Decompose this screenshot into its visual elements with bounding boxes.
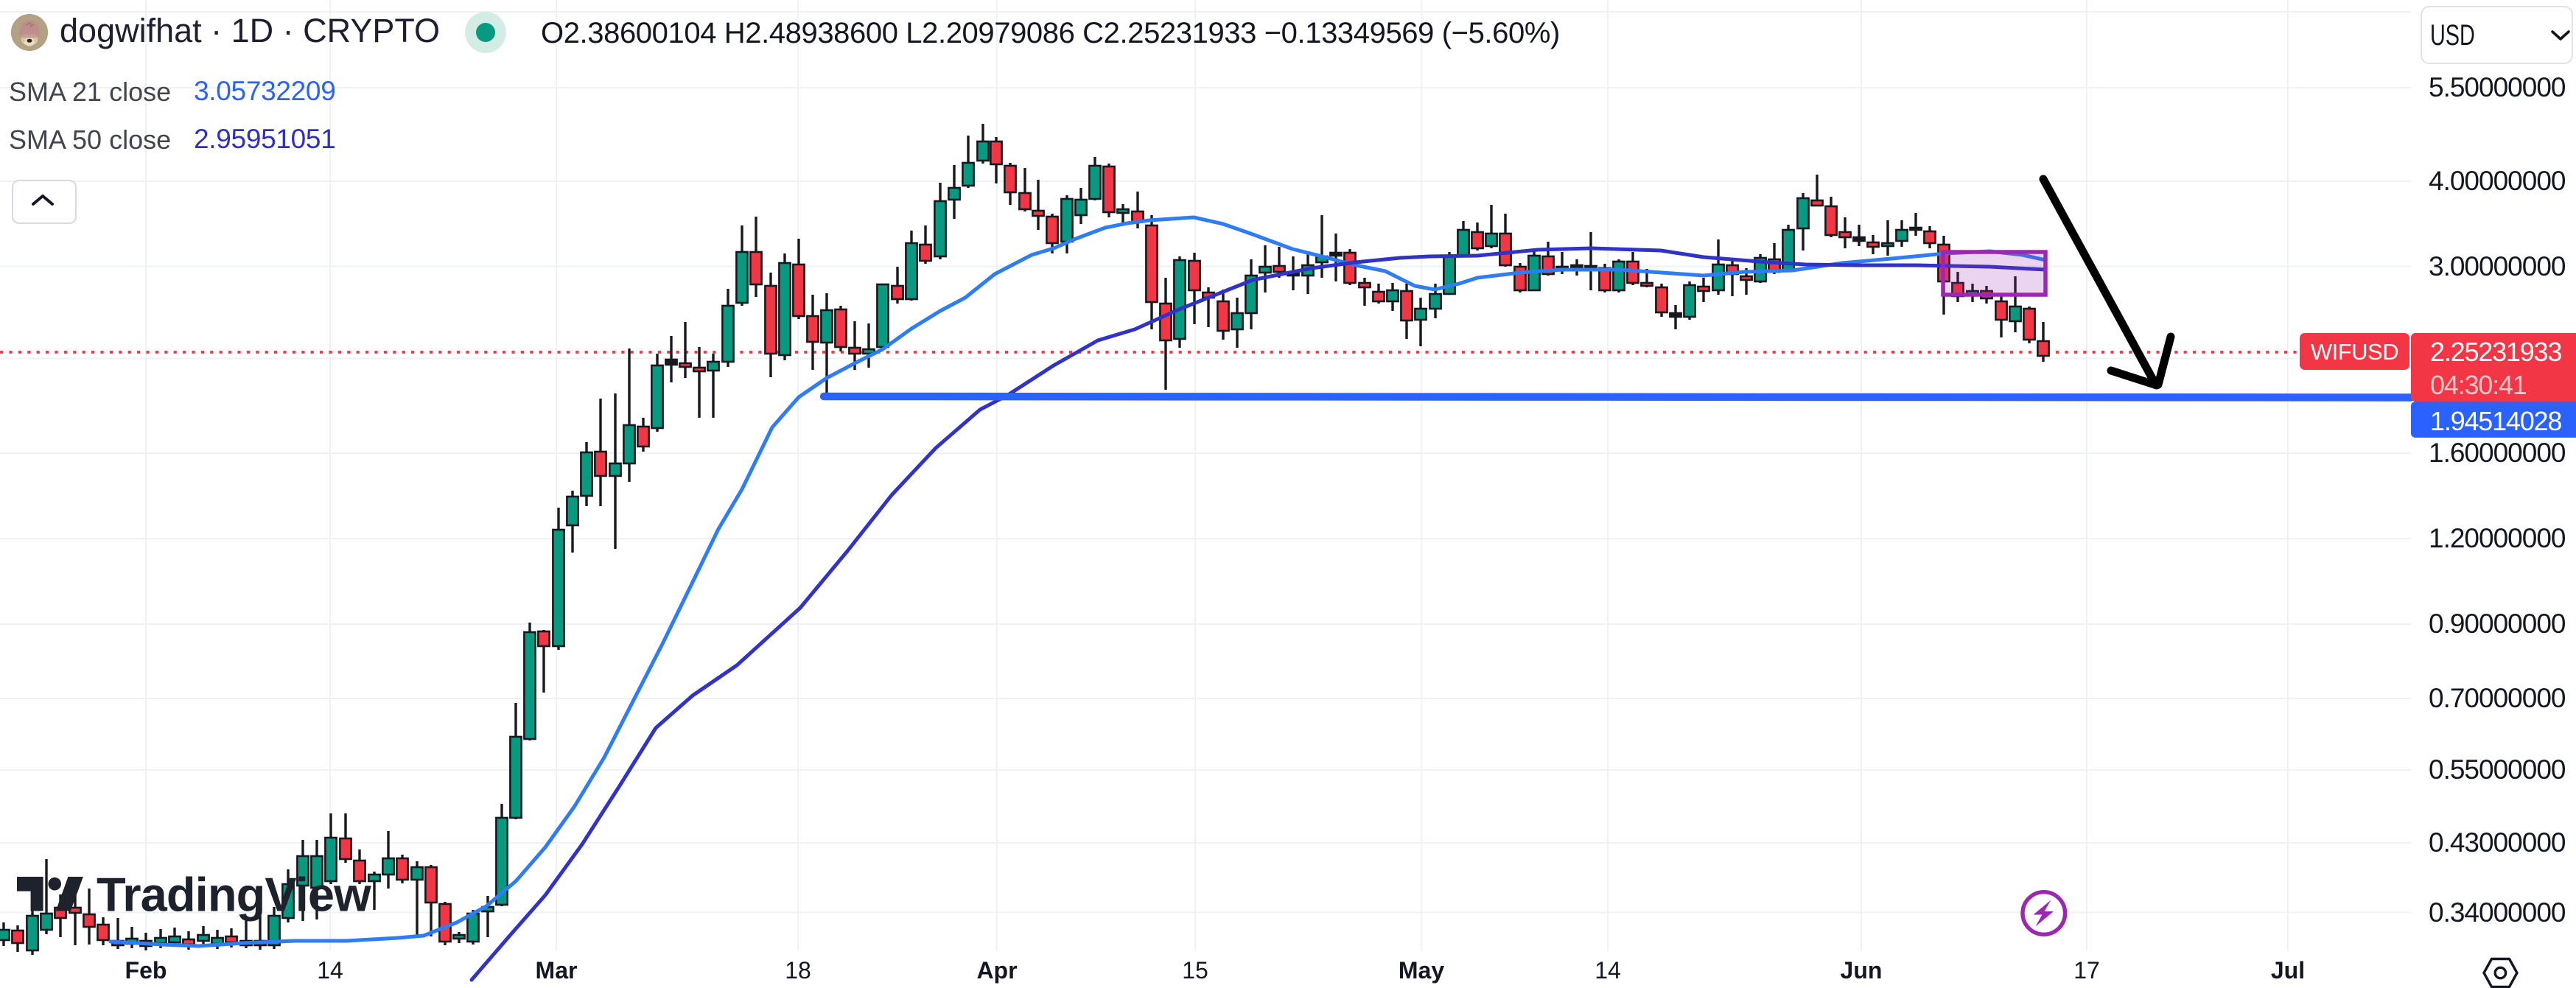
- svg-text:TradingView: TradingView: [97, 868, 371, 922]
